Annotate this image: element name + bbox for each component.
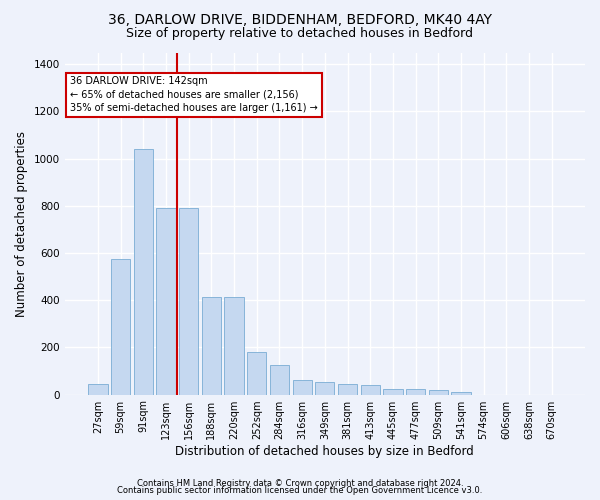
Y-axis label: Number of detached properties: Number of detached properties [15,130,28,316]
X-axis label: Distribution of detached houses by size in Bedford: Distribution of detached houses by size … [175,444,474,458]
Bar [224,296,244,394]
Bar [451,392,470,394]
Bar [270,365,289,394]
Bar [315,382,334,394]
Bar [361,384,380,394]
Bar [202,296,221,394]
Bar [428,390,448,394]
Bar [338,384,357,394]
Bar [247,352,266,395]
Bar [88,384,107,394]
Text: 36 DARLOW DRIVE: 142sqm
← 65% of detached houses are smaller (2,156)
35% of semi: 36 DARLOW DRIVE: 142sqm ← 65% of detache… [70,76,317,113]
Bar [383,388,403,394]
Text: Contains public sector information licensed under the Open Government Licence v3: Contains public sector information licen… [118,486,482,495]
Text: Size of property relative to detached houses in Bedford: Size of property relative to detached ho… [127,28,473,40]
Text: Contains HM Land Registry data © Crown copyright and database right 2024.: Contains HM Land Registry data © Crown c… [137,478,463,488]
Text: 36, DARLOW DRIVE, BIDDENHAM, BEDFORD, MK40 4AY: 36, DARLOW DRIVE, BIDDENHAM, BEDFORD, MK… [108,12,492,26]
Bar [293,380,312,394]
Bar [111,259,130,394]
Bar [179,208,199,394]
Bar [134,149,153,394]
Bar [157,208,176,394]
Bar [406,390,425,394]
